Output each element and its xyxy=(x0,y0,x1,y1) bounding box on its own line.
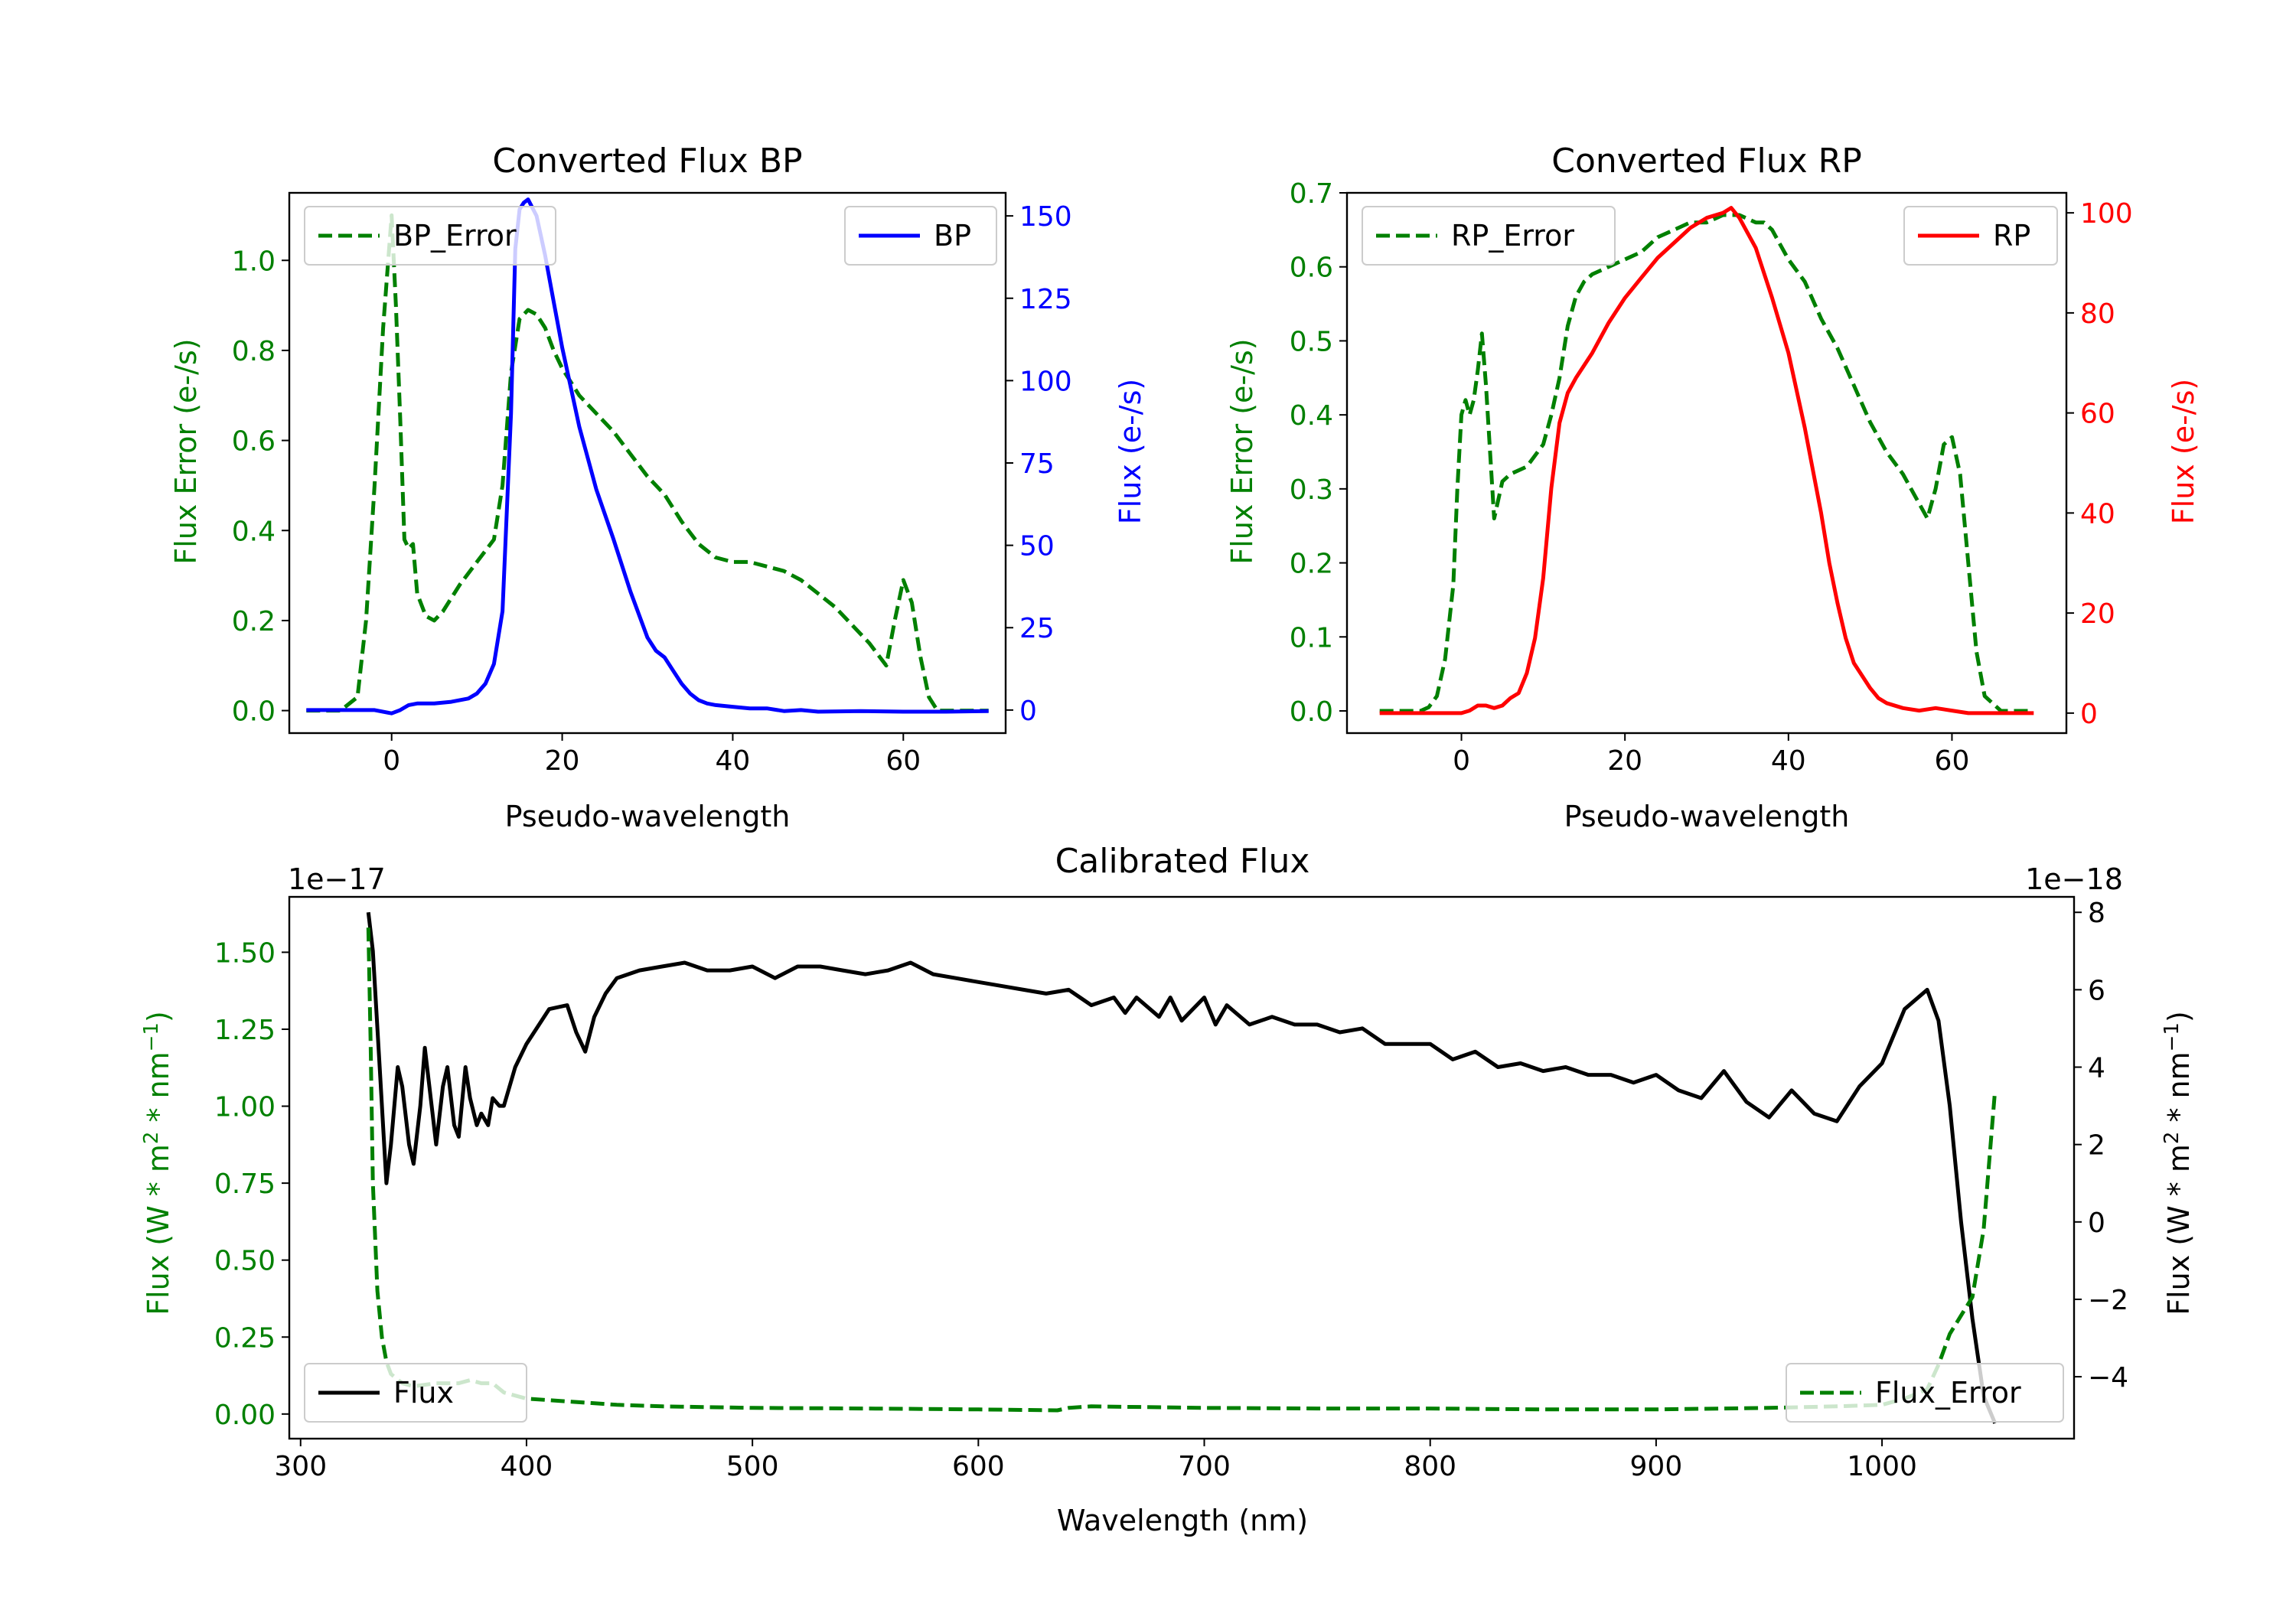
cal-axes-frame xyxy=(288,895,2076,1440)
left-y-tick-label: 0.50 xyxy=(214,1246,276,1277)
left-y-tick-label: 0.2 xyxy=(1290,549,1333,580)
x-tick-label: 60 xyxy=(1935,745,1970,777)
legend-label: Flux xyxy=(393,1376,454,1410)
left-y-tick-label: 0.5 xyxy=(1290,326,1333,357)
right-y-tick-label: 20 xyxy=(2080,598,2115,630)
x-tick-label: 900 xyxy=(1630,1451,1683,1482)
left-y-tick-label: 1.50 xyxy=(214,937,276,969)
x-tick-label: 500 xyxy=(726,1451,779,1482)
bp-xlabel: Pseudo-wavelength xyxy=(505,800,791,833)
legend-label: Flux_Error xyxy=(1875,1376,2021,1410)
calibrated-title: Calibrated Flux xyxy=(1055,842,1310,881)
legend-label: RP xyxy=(1993,219,2030,253)
right-y-tick-label: −2 xyxy=(2088,1285,2128,1316)
series-line-rp-error xyxy=(1379,213,2034,713)
x-tick-label: 40 xyxy=(1771,745,1806,777)
x-tick-label: 0 xyxy=(383,745,400,777)
right-y-tick-label: 100 xyxy=(2080,198,2133,230)
right-y-tick-label: 0 xyxy=(1019,696,1037,727)
left-y-tick-label: 0.7 xyxy=(1290,178,1333,210)
right-y-tick-label: 6 xyxy=(2088,975,2105,1006)
left-y-tick-label: 0.4 xyxy=(1290,400,1333,432)
legend-flux-error: Flux_Error xyxy=(1786,1363,2064,1423)
x-tick-label: 60 xyxy=(885,745,921,777)
x-tick-label: 800 xyxy=(1404,1451,1456,1482)
right-y-tick-label: 40 xyxy=(2080,498,2115,530)
right-y-tick-label: 25 xyxy=(1019,613,1055,644)
legend-flux: Flux xyxy=(304,1363,527,1423)
legend-bp-error: BP_Error xyxy=(304,206,556,266)
right-y-tick-label: 60 xyxy=(2080,399,2115,430)
x-tick-label: 20 xyxy=(545,745,580,777)
series-line-bp xyxy=(306,197,989,715)
left-y-tick-label: 0.0 xyxy=(232,696,276,728)
x-tick-label: 300 xyxy=(274,1451,327,1482)
right-y-tick-label: 125 xyxy=(1019,284,1072,315)
calibrated-left-ylabel: Flux (W * m2 * nm−1) xyxy=(140,1011,175,1315)
rp-left-ylabel: Flux Error (e-/s) xyxy=(1225,338,1259,564)
right-y-tick-label: 100 xyxy=(1019,366,1072,397)
x-tick-label: 0 xyxy=(1453,745,1470,777)
legend-rp-error: RP_Error xyxy=(1362,206,1616,266)
bp-panel: Converted Flux BP Pseudo-wavelength Flux… xyxy=(169,142,1147,833)
left-y-tick-label: 1.0 xyxy=(232,246,276,277)
rp-title: Converted Flux RP xyxy=(1551,142,1862,181)
legend-bp: BP xyxy=(844,206,997,266)
right-y-tick-label: −4 xyxy=(2088,1362,2128,1393)
left-y-tick-label: 0.2 xyxy=(232,606,276,637)
left-y-tick-label: 0.4 xyxy=(232,516,276,547)
calibrated-left-offset: 1e−17 xyxy=(288,862,386,896)
right-y-tick-label: 8 xyxy=(2088,898,2105,929)
legend-label: BP_Error xyxy=(393,219,517,253)
calibrated-panel: Calibrated Flux Wavelength (nm) 1e−17 1e… xyxy=(140,842,2196,1537)
left-y-tick-label: 0.0 xyxy=(1290,696,1333,728)
bp-left-ylabel: Flux Error (e-/s) xyxy=(169,338,203,564)
rp-xlabel: Pseudo-wavelength xyxy=(1564,800,1850,833)
left-y-tick-label: 0.25 xyxy=(214,1322,276,1354)
calibrated-right-offset: 1e−18 xyxy=(2025,862,2123,896)
right-y-tick-label: 150 xyxy=(1019,201,1072,233)
left-y-tick-label: 1.00 xyxy=(214,1092,276,1123)
rp-right-ylabel: Flux (e-/s) xyxy=(2167,379,2200,524)
right-y-tick-label: 4 xyxy=(2088,1053,2105,1084)
legend-label: BP xyxy=(934,219,971,253)
right-y-tick-label: 0 xyxy=(2080,699,2098,730)
series-line-flux xyxy=(366,911,1998,1424)
x-tick-label: 400 xyxy=(501,1451,553,1482)
calibrated-right-ylabel: Flux (W * m2 * nm−1) xyxy=(2161,1011,2196,1315)
left-y-tick-label: 1.25 xyxy=(214,1015,276,1046)
right-y-tick-label: 80 xyxy=(2080,298,2115,330)
left-y-tick-label: 0.6 xyxy=(232,426,276,458)
right-y-tick-label: 0 xyxy=(2088,1208,2105,1239)
x-tick-label: 600 xyxy=(952,1451,1005,1482)
legend-label: RP_Error xyxy=(1451,219,1574,253)
left-y-tick-label: 0.00 xyxy=(214,1400,276,1431)
left-y-tick-label: 0.6 xyxy=(1290,253,1333,284)
x-tick-label: 700 xyxy=(1178,1451,1231,1482)
rp-panel: Converted Flux RP Pseudo-wavelength Flux… xyxy=(1225,142,2200,833)
series-line-rp xyxy=(1379,206,2034,715)
left-y-tick-label: 0.75 xyxy=(214,1169,276,1200)
left-y-tick-label: 0.1 xyxy=(1290,622,1333,654)
bp-right-ylabel: Flux (e-/s) xyxy=(1114,379,1147,524)
legend-rp: RP xyxy=(1903,206,2058,266)
bp-title: Converted Flux BP xyxy=(492,142,802,181)
right-y-tick-label: 50 xyxy=(1019,531,1055,562)
left-y-tick-label: 0.3 xyxy=(1290,474,1333,506)
right-y-tick-label: 2 xyxy=(2088,1130,2105,1162)
x-tick-label: 20 xyxy=(1607,745,1642,777)
x-tick-label: 1000 xyxy=(1847,1451,1917,1482)
x-tick-label: 40 xyxy=(716,745,751,777)
left-y-tick-label: 0.8 xyxy=(232,336,276,367)
right-y-tick-label: 75 xyxy=(1019,448,1055,480)
calibrated-xlabel: Wavelength (nm) xyxy=(1057,1504,1308,1537)
rp-axes-frame xyxy=(1345,191,2068,735)
